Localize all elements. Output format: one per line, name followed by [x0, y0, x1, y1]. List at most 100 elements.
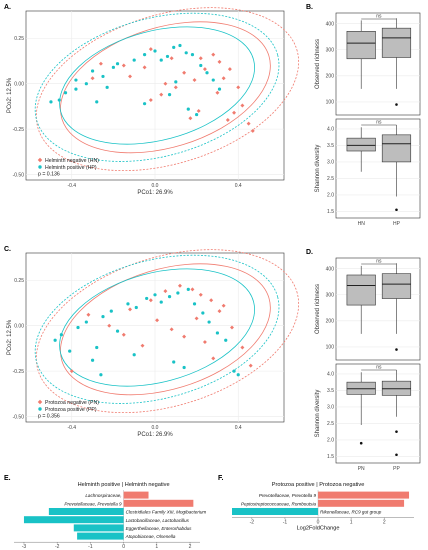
data-point — [248, 363, 253, 368]
data-point — [165, 54, 170, 59]
y-axis-label: Observed richness — [315, 39, 321, 89]
data-point — [202, 67, 207, 72]
p-value-label: p = 0.136 — [38, 172, 60, 178]
bar-label: Prevotellaceae, Prevotella 9 — [64, 501, 122, 506]
data-point — [74, 87, 78, 91]
data-point — [109, 309, 113, 313]
data-point — [128, 74, 133, 79]
x-tick-label: -2 — [55, 544, 60, 550]
bar-label: Lachnospiraceae, — [85, 493, 121, 498]
x-tick-label: 2 — [189, 544, 192, 550]
data-point — [155, 318, 160, 323]
y-tick-label: 3.5 — [327, 143, 334, 149]
data-point — [167, 92, 172, 97]
x-axis-label: PCo1: 26.9% — [137, 432, 173, 438]
data-point — [190, 53, 195, 57]
comparison-header: Protozoa positive | Protozoa negative — [272, 482, 365, 488]
data-point — [225, 118, 230, 123]
bar-label: Prevotellaceae, Prevotella 9 — [259, 493, 317, 498]
data-point — [76, 325, 80, 330]
panel-letter: F. — [218, 475, 224, 482]
x-axis-label: PCo1: 26.9% — [137, 190, 173, 196]
data-point — [221, 76, 226, 81]
y-tick-label: 300 — [326, 292, 335, 298]
data-point — [90, 76, 95, 81]
boxplot-panel-b: B. 400 300 200 100 Observed richness ns 4.0 3.5 3… — [306, 4, 421, 227]
outlier-point — [395, 430, 398, 433]
bar-label: Eggerthellaceae, Enterorhabdus — [126, 526, 193, 531]
box — [346, 274, 376, 306]
legend-label: Protozoa negative (PN) — [45, 400, 99, 406]
x-tick-label: 0 — [122, 544, 125, 550]
data-point — [186, 287, 190, 291]
data-point — [142, 102, 147, 106]
panel-letter: A. — [4, 4, 11, 11]
data-point — [250, 128, 255, 133]
y-axis-label: Shannon diversity — [315, 390, 321, 438]
data-point — [217, 87, 222, 91]
data-point — [178, 43, 182, 48]
box — [381, 134, 412, 163]
data-point — [49, 100, 53, 104]
data-point — [195, 112, 199, 117]
bar-label: Rikenellaceae, RC9 gut group — [320, 510, 382, 515]
x-tick-label: 1 — [155, 544, 158, 550]
boxplot-frame — [335, 118, 421, 219]
x-tick-label: HP — [393, 221, 401, 227]
x-tick-label: -2 — [250, 520, 255, 526]
y-tick-label: 2.5 — [327, 176, 334, 182]
y-tick-label: 3.5 — [327, 388, 334, 394]
x-tick-label: PP — [393, 466, 400, 472]
data-point — [173, 85, 178, 90]
confidence-ellipse — [59, 26, 255, 145]
data-point — [182, 334, 187, 339]
bar — [23, 516, 124, 524]
confidence-ellipse-dashed — [34, 12, 280, 162]
bar — [232, 508, 319, 515]
data-point — [121, 63, 126, 68]
y-tick-label: 300 — [326, 47, 335, 53]
data-point — [215, 90, 220, 95]
data-point — [63, 91, 68, 95]
y-tick-label: 100 — [326, 345, 335, 351]
data-point — [230, 325, 234, 330]
y-tick-label: -0.25 — [13, 369, 25, 375]
x-tick-label: 0.0 — [152, 425, 159, 431]
y-tick-label: 1.5 — [327, 209, 334, 215]
data-point — [159, 58, 163, 62]
data-point — [128, 307, 133, 312]
data-point — [163, 81, 168, 86]
bar — [123, 491, 149, 499]
y-tick-label: 4.0 — [327, 372, 334, 378]
y-tick-label: 100 — [326, 100, 335, 106]
data-point — [221, 303, 226, 308]
data-point — [99, 373, 103, 377]
y-tick-label: 400 — [326, 21, 335, 27]
data-point — [167, 295, 172, 299]
data-point — [227, 67, 232, 72]
data-point — [217, 309, 222, 314]
data-point — [90, 358, 95, 362]
data-point — [232, 369, 236, 373]
outlier-point — [359, 441, 363, 445]
data-point — [174, 80, 178, 84]
bar-label: Atopobiaceae, Olsenella — [125, 534, 176, 539]
data-point — [101, 74, 105, 79]
data-point — [176, 291, 180, 295]
y-tick-label: 0.25 — [14, 278, 24, 284]
foldchange-panel-f: F. Protozoa positive | Protozoa negative P… — [218, 475, 414, 532]
data-point — [132, 58, 136, 62]
x-tick-label: 0 — [317, 520, 320, 526]
y-tick-label: 3.0 — [327, 405, 334, 411]
significance-label: ns — [376, 14, 382, 20]
outlier-point — [395, 453, 398, 457]
x-tick-label: 0.4 — [235, 183, 242, 189]
data-point — [207, 320, 211, 324]
data-point — [172, 360, 176, 364]
data-point — [84, 82, 88, 86]
y-axis-label: PCo2: 12.5% — [7, 319, 13, 355]
data-point — [196, 108, 201, 113]
data-point — [153, 49, 157, 53]
bar — [318, 499, 405, 507]
p-value-label: p = 0.356 — [38, 414, 60, 420]
